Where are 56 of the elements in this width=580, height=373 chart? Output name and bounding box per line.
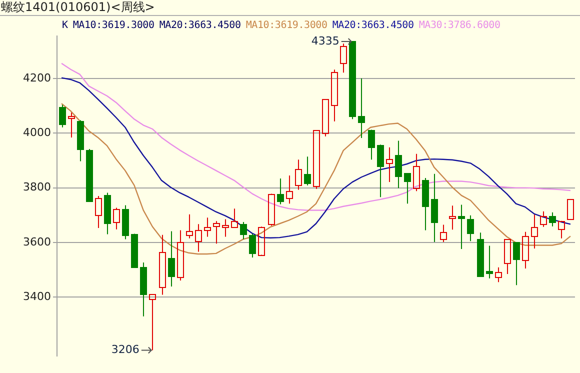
candlestick [213,220,220,244]
candlestick [231,208,238,228]
text: K [62,20,68,31]
candlestick [149,294,156,351]
candlestick [513,242,520,286]
candlestick [159,234,166,296]
candlestick [195,224,202,252]
annotation: 4335 [311,34,340,48]
candlestick [558,221,565,239]
candlestick [358,78,365,139]
candlestick [186,214,193,239]
candlestick [386,146,393,183]
annotation: 3206 [111,343,140,356]
candlestick [277,178,284,205]
candlestick [295,159,302,190]
candlestick [377,144,384,198]
text: MA10:3619.3000 [72,20,154,31]
text: MA20:3663.4500 [332,20,414,31]
candlestick [177,230,184,282]
candlestick [222,218,229,238]
candlestick [140,262,147,317]
candlestick [286,174,293,204]
candlestick [495,266,502,283]
candlestick [422,177,429,231]
chart-title: 螺纹1401(010601)<周线> [0,0,580,16]
candlestick [104,192,111,235]
candlestick [77,120,84,162]
text: MA10:3619.3000 [246,20,328,31]
candlestick [486,245,493,279]
candlestick [522,231,529,269]
candlestick [413,153,420,192]
candlestick [395,140,402,189]
y-tick-label: 3600 [23,235,51,248]
candlestick [531,214,538,250]
candlestick [368,130,375,160]
candlestick [168,230,175,288]
y-tick-label: 4200 [23,71,51,84]
candlestick [340,43,347,74]
y-tick-label: 4000 [23,126,51,139]
candlestick [68,112,75,138]
candlestick [404,173,411,204]
candlestick [304,156,311,186]
candlestick [331,69,338,122]
candlestick [477,232,484,277]
y-tick-label: 3800 [23,180,51,194]
y-tick-label: 3400 [23,290,51,304]
candlestick [467,214,474,242]
candlestick [440,224,447,242]
candlestick [458,204,465,250]
candlestick [449,205,456,230]
candlestick [204,217,211,238]
text: MA20:3663.4500 [159,20,241,31]
text: MA30:3786.6000 [418,20,500,31]
candlestick [95,196,102,228]
candlestick [431,173,438,242]
candlestick [504,239,511,274]
